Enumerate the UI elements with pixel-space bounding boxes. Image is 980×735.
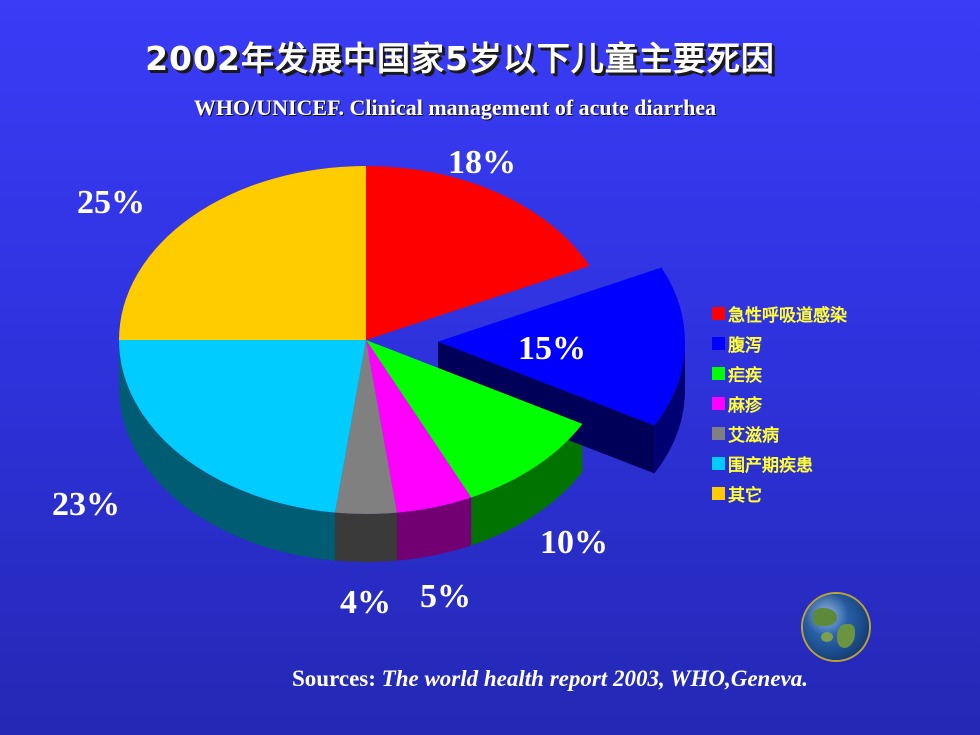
legend-swatch <box>712 486 725 500</box>
pie-slice-measles <box>366 340 472 513</box>
slice-label-malaria: 10% <box>540 524 608 561</box>
legend-label: 其它 <box>728 485 762 506</box>
pie-side-aids <box>335 512 397 562</box>
legend-label: 腹泻 <box>728 335 762 356</box>
pie-slice-diarrhea <box>437 267 685 426</box>
legend-label: 急性呼吸道感染 <box>728 305 847 326</box>
source-label: Sources: <box>291 666 376 691</box>
legend-item-diarrhea: 腹泻 <box>712 328 847 358</box>
legend-item-respiratory: 急性呼吸道感染 <box>712 298 847 328</box>
legend-item-perinatal: 围产期疾患 <box>712 448 847 478</box>
legend-swatch <box>712 396 725 410</box>
pie-slice-perinatal <box>119 340 366 513</box>
slice-label-aids: 4% <box>340 584 391 621</box>
legend-item-other: 其它 <box>712 478 847 508</box>
slice-label-perinatal: 23% <box>52 486 120 523</box>
slide-title: 2002年发展中国家5岁以下儿童主要死因 <box>145 39 775 78</box>
slice-label-respiratory: 18% <box>448 144 516 181</box>
legend-label: 围产期疾患 <box>728 455 813 476</box>
legend-swatch <box>712 366 725 380</box>
legend-swatch <box>712 456 725 470</box>
pie-slice-malaria <box>366 340 583 498</box>
slice-label-diarrhea: 15% <box>518 330 586 367</box>
legend-item-aids: 艾滋病 <box>712 418 847 448</box>
legend-swatch <box>712 426 725 440</box>
legend-item-malaria: 疟疾 <box>712 358 847 388</box>
pie-face-diarrhea <box>437 341 655 474</box>
pie-slice-respiratory <box>366 166 590 340</box>
slice-label-measles: 5% <box>420 578 471 615</box>
source-citation: Sources: The world health report 2003, W… <box>0 666 980 692</box>
legend-label: 艾滋病 <box>728 425 779 446</box>
chart-legend: 急性呼吸道感染 腹泻 疟疾 麻疹 艾滋病 围产期疾患 其它 <box>712 298 847 508</box>
source-text: The world health report 2003, WHO,Geneva… <box>381 666 809 691</box>
pie-side-malaria <box>471 423 583 546</box>
legend-label: 麻疹 <box>728 395 762 416</box>
legend-swatch <box>712 306 725 320</box>
pie-slice-other <box>119 166 366 340</box>
globe-icon <box>803 594 869 660</box>
pie-side-measles <box>396 497 472 561</box>
pie-side-perinatal <box>119 340 336 561</box>
pie-side-diarrhea <box>654 341 685 474</box>
slide-subtitle: WHO/UNICEF. Clinical management of acute… <box>193 95 717 120</box>
slice-label-other: 25% <box>77 184 145 221</box>
legend-swatch <box>712 336 725 350</box>
legend-item-measles: 麻疹 <box>712 388 847 418</box>
pie-slice-aids <box>335 340 397 514</box>
legend-label: 疟疾 <box>728 365 762 386</box>
